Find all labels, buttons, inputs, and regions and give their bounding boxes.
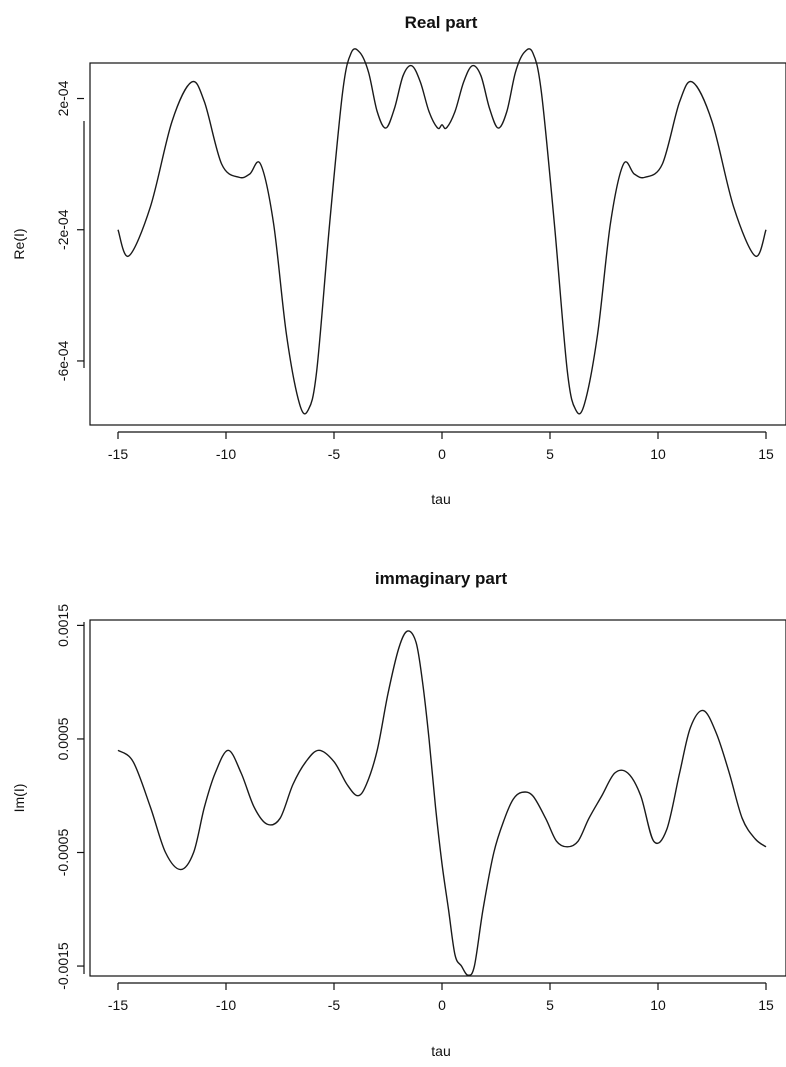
imaginary-part-x-tick-label: 0 [438,997,446,1013]
imaginary-part-title: immaginary part [375,569,508,588]
imaginary-part-x-tick-label: -15 [108,997,128,1013]
imaginary-part-panel: immaginary part -15 -10 -5 0 5 10 15 0.00150.0… [11,569,786,1059]
real-part-title: Real part [405,13,478,32]
imaginary-part-x-axis-label: tau [431,1043,450,1059]
real-part-x-axis-label: tau [431,491,450,507]
imaginary-part-x-tick-label: -5 [328,997,341,1013]
real-part-plot-frame [89,62,786,426]
imaginary-part-x-tick-label: -10 [216,997,236,1013]
real-part-y-tick-label: -2e-04 [55,209,71,250]
real-part-x-tick-label: -10 [216,446,236,462]
imaginary-part-x-tick-label: 10 [650,997,666,1013]
real-part-y-tick-label: 2e-04 [55,80,71,116]
imaginary-part-y-tick-label: -0.0015 [55,942,71,990]
real-part-x-tick-label: 5 [546,446,554,462]
imaginary-part-x-tick-label: 5 [546,997,554,1013]
real-part-panel: Real part -15 -10 -5 0 5 10 15 2e-04 -2e-04 -6e-… [11,13,786,507]
real-part-y-tick-label: -6e-04 [55,341,71,382]
real-part-x-tick-label: 0 [438,446,446,462]
imaginary-part-curve-layer [117,630,767,976]
imaginary-part-x-ticks: -15 -10 -5 0 5 10 15 [108,983,774,1013]
real-part-x-ticks: -15 -10 -5 0 5 10 15 [108,432,774,462]
imaginary-part-y-axis-label: Im(I) [11,784,27,813]
imaginary-part-y-tick-label: 0.0005 [55,717,71,760]
real-part-curve-layer [117,48,767,415]
imaginary-part-y-tick-label: 0.0015 [55,604,71,647]
real-part-series-line [117,48,767,415]
real-part-y-axis-label: Re(I) [11,228,27,259]
real-part-x-tick-label: -5 [328,446,341,462]
real-part-x-tick-label: 15 [758,446,774,462]
imaginary-part-plot-frame [89,619,786,977]
imaginary-part-series-line [117,630,767,976]
real-part-x-tick-label: 10 [650,446,666,462]
real-part-y-ticks: 2e-04 -2e-04 -6e-04 [55,80,84,381]
real-part-x-tick-label: -15 [108,446,128,462]
imaginary-part-x-tick-label: 15 [758,997,774,1013]
imaginary-part-y-tick-label: -0.0005 [55,829,71,877]
imaginary-part-y-ticks: 0.0015 0.0005 -0.0005 -0.0015 [55,604,84,990]
